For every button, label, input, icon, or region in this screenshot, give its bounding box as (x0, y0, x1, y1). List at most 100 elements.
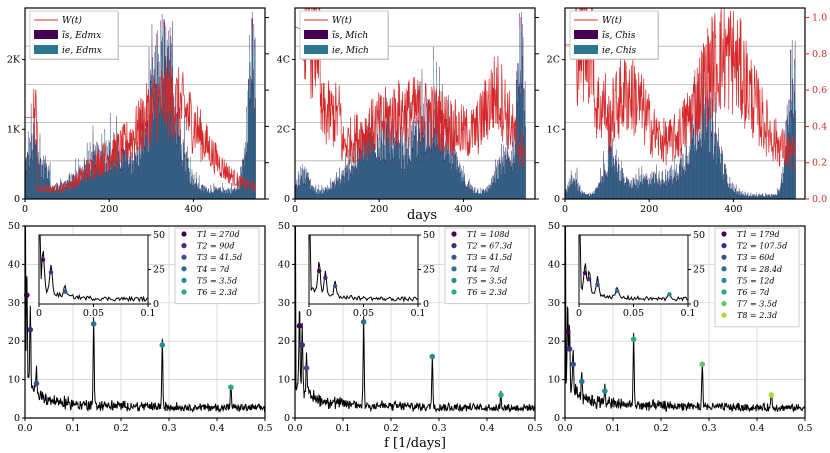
y-tick-label: 0 (284, 413, 290, 424)
x-tick-label: 0.3 (431, 423, 446, 434)
x-tick-label: 0.3 (701, 423, 716, 434)
x-tick-label: 0.0 (557, 423, 572, 434)
x-tick-label: 0.1 (335, 423, 350, 434)
peak-marker (27, 326, 34, 333)
legend-label-ie: ie, Edmx (62, 46, 102, 56)
legend-label: T6 = 7d (737, 288, 769, 297)
legend-marker (451, 243, 457, 249)
y-tick-label: 50 (548, 221, 560, 232)
legend-swatch-is (304, 30, 328, 39)
axes-frame (564, 225, 806, 419)
y-tick-label: 20 (8, 336, 20, 347)
legend-marker (451, 231, 457, 237)
legend-marker (181, 254, 187, 260)
spectrum-line (25, 225, 266, 414)
inset-peak-marker (614, 288, 620, 294)
peak-legend: T1 = 270d T2 = 90d T3 = 41.5d T4 = 7d T5 = 3… (174, 227, 260, 305)
inset-y-tick-label: 50 (153, 230, 165, 241)
legend-box (444, 227, 530, 305)
inset-peak-marker (323, 275, 328, 280)
x-tick-label: 400 (454, 204, 472, 215)
legend-swatch-is (574, 30, 598, 39)
x-tick-label: 0.5 (527, 423, 542, 434)
peak-marker (630, 336, 637, 343)
legend-label-is: ĩs, Chis (602, 31, 636, 41)
legend-marker (451, 254, 457, 260)
x-tick-label: 200 (640, 204, 658, 215)
legend: W(t) ĩs, Chis ie, Chis (569, 10, 659, 60)
x-tick-label: 0.4 (749, 423, 764, 434)
peak-marker (296, 323, 303, 329)
x-tick-label: 0.2 (383, 423, 398, 434)
legend-marker (181, 277, 187, 283)
legend-label-is: ĩs, Mich (332, 31, 368, 41)
inset-peak-marker (332, 283, 338, 289)
legend-marker (721, 277, 727, 283)
series-w-line (565, 8, 796, 172)
x-tick-label: 0.1 (605, 423, 620, 434)
legend-marker (721, 289, 727, 295)
inset-peak-marker (48, 270, 54, 275)
spectrum-line (565, 225, 806, 413)
x-tick-label: 0 (22, 204, 28, 215)
legend-marker (181, 231, 187, 237)
inset-spectrum-line (309, 234, 419, 303)
inset-peak-marker (586, 276, 592, 282)
x-tick-label: 400 (724, 204, 742, 215)
y-tick-label: 10 (8, 375, 20, 386)
inset-y-tick-label: 0 (153, 299, 159, 310)
inset-y-tick-label: 50 (423, 230, 435, 241)
legend-label: T3 = 60d (737, 253, 775, 262)
legend-label: T4 = 28.4d (737, 265, 782, 274)
y-tick-label: 30 (548, 298, 560, 309)
inset-y-tick-label: 25 (153, 265, 165, 276)
y-tick-label: 30 (8, 298, 20, 309)
legend-label: T4 = 7d (467, 265, 499, 274)
legend-swatch-ie (34, 45, 58, 54)
series-w-line (294, 8, 526, 168)
x-tick-label: 400 (184, 204, 202, 215)
x-tick-label: 0.4 (209, 423, 224, 434)
legend-swatch-ie (304, 45, 328, 54)
y-tick-label: 0 (554, 413, 560, 424)
legend: W(t) ĩs, Mich ie, Mich (299, 10, 389, 60)
x-tick-label: 0.1 (65, 423, 80, 434)
right-tick-label: 0.2 (812, 158, 827, 169)
inset-y-tick-label: 0 (693, 299, 699, 310)
legend-label-is: ĩs, Edmx (62, 31, 101, 41)
inset-peak-marker (582, 270, 588, 276)
peak-marker (566, 346, 573, 352)
y-tick-label: 4C (277, 55, 290, 66)
bars (295, 11, 526, 200)
inset-x-tick-label: 0.05 (353, 308, 374, 319)
legend-label: T4 = 7d (197, 265, 229, 274)
peak-marker (429, 353, 436, 360)
inset-peak-marker (595, 282, 600, 287)
legend-label: T5 = 12d (737, 276, 775, 285)
legend-marker (451, 277, 457, 283)
inset-x-tick-label: 0.05 (83, 308, 104, 319)
peak-marker (579, 378, 585, 385)
legend-label-ie: ie, Chis (602, 46, 636, 56)
inset-y-tick-label: 50 (693, 230, 705, 241)
y-tick-label: 0 (14, 413, 20, 424)
y-tick-label: 10 (548, 375, 560, 386)
x-tick-label: 0.0 (17, 423, 32, 434)
legend-label-ie: ie, Mich (332, 46, 369, 56)
top-x-axis-label: days (407, 208, 437, 223)
legend-marker (721, 266, 727, 272)
bars (565, 40, 796, 200)
peak-marker (90, 321, 97, 327)
inset-x-tick-label: 0.1 (140, 308, 155, 319)
peak-marker (360, 319, 367, 325)
y-tick-label: 50 (8, 221, 20, 232)
y-tick-label: 10 (278, 375, 290, 386)
legend-label: T3 = 41.5d (467, 253, 512, 262)
axes-frame (294, 7, 536, 200)
peak-legend: T1 = 108d T2 = 67.3d T3 = 41.5d T4 = 7d T5 =… (444, 227, 530, 305)
x-tick-label: 0.0 (287, 423, 302, 434)
x-tick-label: 200 (370, 204, 388, 215)
inset-y-tick-label: 25 (693, 265, 705, 276)
